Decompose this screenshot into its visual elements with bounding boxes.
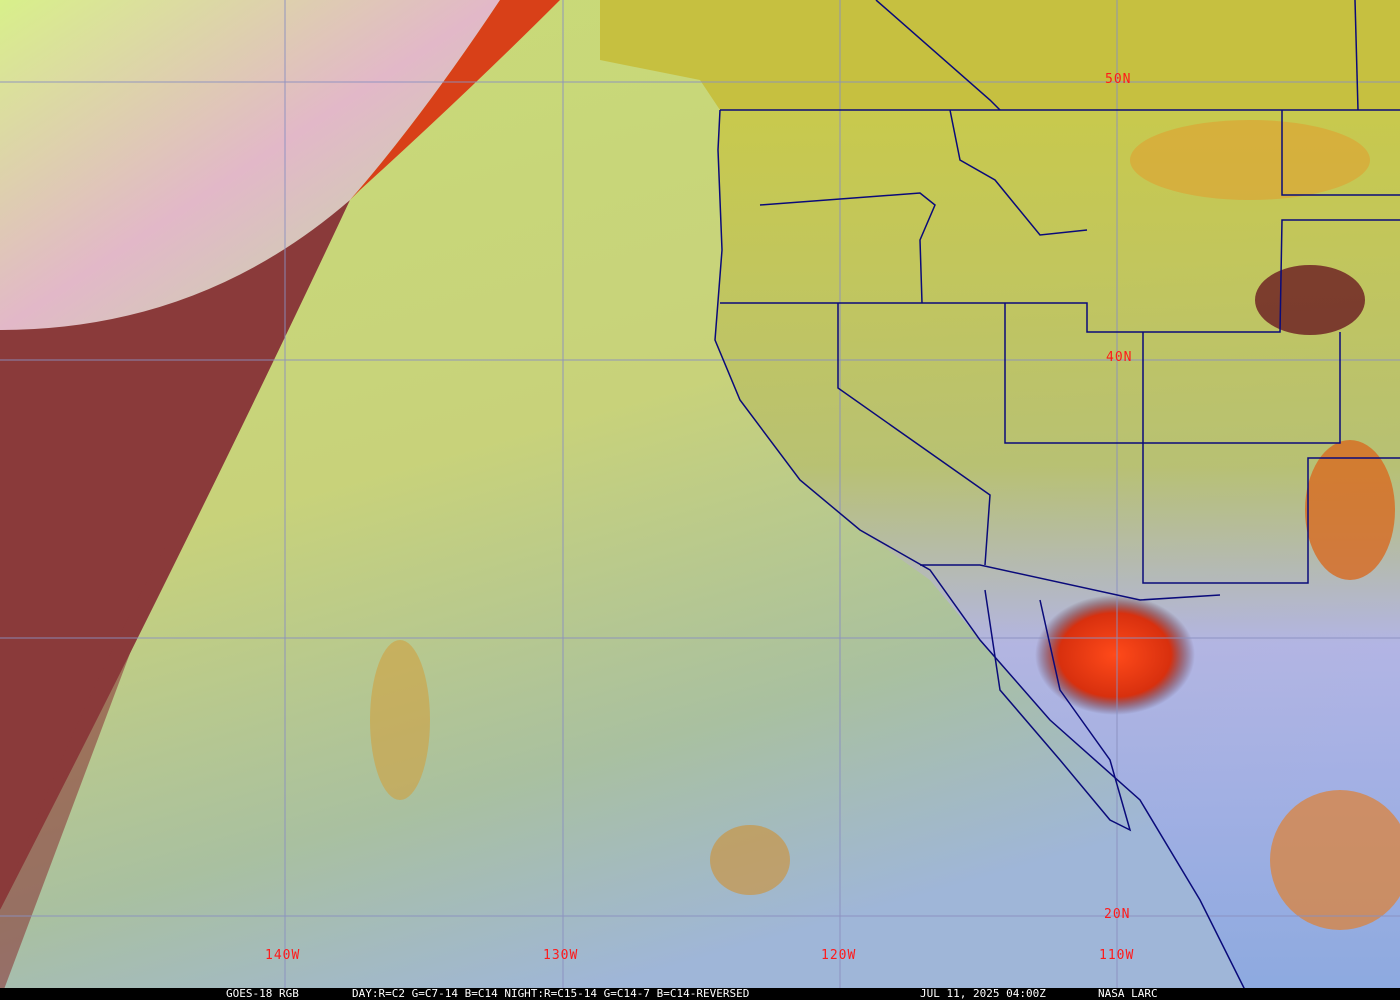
cloud-cluster [710, 825, 790, 895]
cloud-cluster [1305, 440, 1395, 580]
cloud-cluster [1255, 265, 1365, 335]
caption-recipe: DAY:R=C2 G=C7-14 B=C14 NIGHT:R=C15-14 G=… [352, 987, 750, 1000]
longitude-label-140w: 140W [265, 948, 301, 963]
caption-source: NASA LARC [1098, 987, 1158, 1000]
longitude-label-130w: 130W [543, 948, 579, 963]
caption-bar: GOES-18 RGB DAY:R=C2 G=C7-14 B=C14 NIGHT… [0, 988, 1400, 1000]
cloud-cluster [1270, 790, 1400, 930]
cloud-cluster [370, 640, 430, 800]
night-terminator-red-band [350, 0, 560, 200]
northern-land [600, 0, 1400, 110]
longitude-label-110w: 110W [1099, 948, 1135, 963]
thunderstorm-cloud [1035, 595, 1195, 715]
caption-datetime: JUL 11, 2025 04:00Z [920, 987, 1046, 1000]
latitude-label-50n: 50N [1105, 72, 1132, 87]
political-borders [714, 0, 1400, 1000]
longitude-label-120w: 120W [821, 948, 857, 963]
latitude-label-40n: 40N [1106, 350, 1133, 365]
dark-wedge [0, 520, 180, 1000]
latitude-label-20n: 20N [1104, 907, 1131, 922]
cloud-cluster [1130, 120, 1370, 200]
caption-satellite: GOES-18 RGB [226, 987, 299, 1000]
